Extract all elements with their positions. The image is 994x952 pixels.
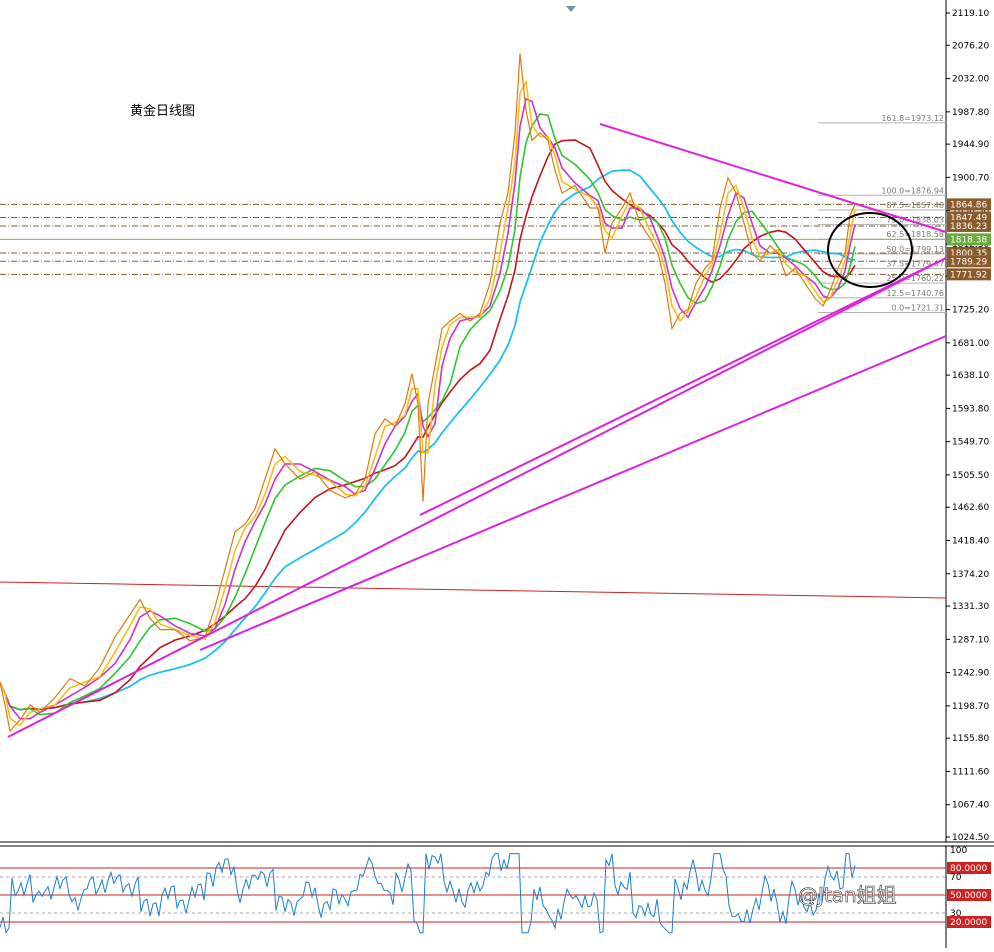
fib-label: 87.5=1857.48 [886,201,944,210]
y-tick-label: 1418.40 [952,536,989,546]
y-tick-label: 1111.60 [952,767,989,777]
price-tag [947,268,991,281]
y-tick-label: 2119.10 [952,9,989,19]
y-tick-label: 1462.60 [952,503,989,513]
y-tick-label: 1681.00 [952,339,989,349]
y-tick-label: 1242.90 [952,669,989,679]
fib-label: 37.5=1779.67 [886,260,944,269]
osc-level-tag-label: 50.0000 [950,891,987,901]
fib-label: 161.8=1973.12 [881,114,944,123]
y-tick-label: 1198.70 [952,702,989,712]
y-tick-label: 1638.10 [952,371,989,381]
fib-label: 75.0=1838.03 [886,216,944,225]
osc-level-tag [947,889,991,901]
y-tick-label: 1593.80 [952,404,989,414]
watermark-text: @Jtan姐姐 [798,883,897,907]
fib-label: 50.0=1799.13 [886,245,944,254]
price-tag-label: 1864.86 [950,200,987,210]
main-fib-lines: 161.8=1973.12 100.0=1876.94 87.5=1857.48 75… [0,114,947,599]
y-tick-label: 1155.80 [952,734,989,744]
moving-average-line [0,79,856,727]
y-tick-label: 1067.40 [952,801,989,811]
main-series-lines [0,53,856,733]
fib-label: 100.0=1876.94 [881,186,944,195]
y-tick-label: 1549.70 [952,438,989,448]
price-tag [947,233,991,246]
main-trend-lines [7,123,947,738]
fib-label: 25.0=1760.22 [886,274,944,283]
support-trend-line [7,257,947,738]
price-tag-label: 1789.29 [950,257,987,267]
fib-label: 62.5=1818.58 [886,230,944,239]
resistance-trend-line [599,123,947,233]
moving-average-line [0,113,856,716]
moving-average-line [0,169,856,711]
y-tick-label: 1287.10 [952,635,989,645]
moving-average-line [0,97,856,720]
price-tag-label: 1818.38 [950,235,987,245]
y-tick-label: 2032.00 [952,75,989,85]
fib-label: 0.0=1721.31 [891,303,944,312]
price-tag-label: 1836.23 [950,222,987,232]
y-tick-label: 1944.90 [952,140,989,150]
osc-level-tag-label: 80.0000 [950,864,987,874]
price-line [0,53,856,733]
y-tick-label: 1331.30 [952,602,989,612]
y-tick-label: 1374.20 [952,570,989,580]
price-tag-label: 1800.35 [950,249,987,259]
chart-title: 黄金日线图 [130,103,195,119]
osc-level-tag [947,862,991,874]
long-term-line [0,581,947,599]
oscillator-line [0,853,856,935]
osc-tick-label: 30 [950,909,962,919]
osc-tick-label: 70 [950,873,962,883]
y-tick-label: 1900.70 [952,173,989,183]
highlight-circle [827,212,913,288]
price-tag [947,219,991,232]
fib-label: 12.5=1740.76 [886,289,944,298]
osc-tick-label: 100 [950,846,967,856]
chart-shift-marker[interactable] [566,6,576,12]
y-tick-label: 1505.50 [952,471,989,481]
osc-level-tag-label: 20.0000 [950,918,987,928]
y-tick-label: 2076.20 [952,41,989,51]
y-tick-label: 1987.80 [952,108,989,118]
price-tag [947,198,991,211]
price-tag-label: 1847.49 [950,213,987,223]
y-tick-label: 1725.20 [952,306,989,316]
price-tag [947,255,991,268]
osc-level-tag [947,916,991,928]
price-tag-label: 1771.92 [950,270,987,280]
moving-average-line [0,139,856,711]
y-tick-label: 1024.50 [952,833,989,843]
lower-channel-line [199,335,947,651]
inner-support-line [419,257,947,516]
